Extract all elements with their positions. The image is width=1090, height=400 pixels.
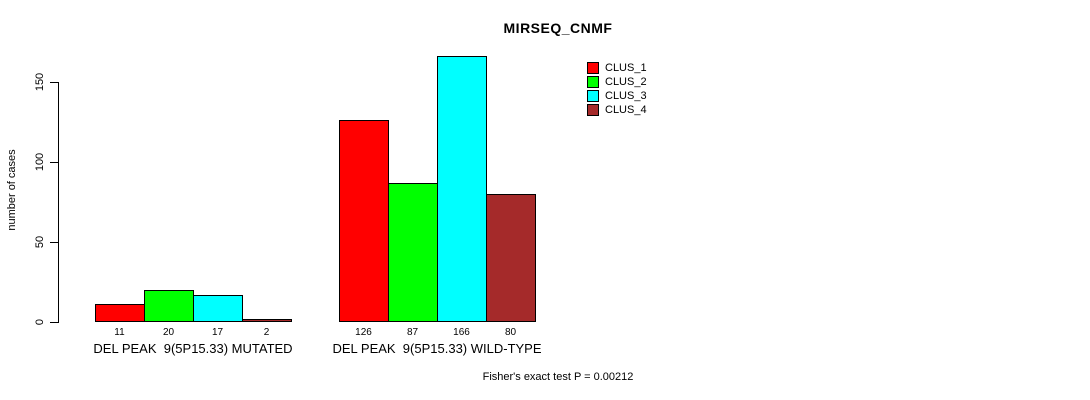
y-tick-label: 150: [34, 72, 46, 92]
bar-value-label: 80: [504, 327, 517, 338]
legend-item-clus_1: CLUS_1: [587, 61, 647, 75]
y-tick-label: 100: [34, 152, 46, 172]
y-tick-label: 0: [34, 318, 46, 326]
bar-clus_1-group1: [95, 304, 145, 322]
group-label: DEL PEAK 9(5P15.33) WILD-TYPE: [332, 341, 542, 356]
bar-value-label: 17: [211, 327, 224, 338]
group-label: DEL PEAK 9(5P15.33) MUTATED: [93, 341, 293, 356]
legend-item-clus_4: CLUS_4: [587, 103, 647, 117]
bar-value-label: 20: [162, 327, 175, 338]
y-axis-line: [58, 82, 59, 323]
annotation-fisher-test: Fisher's exact test P = 0.00212: [482, 371, 634, 383]
legend-label: CLUS_4: [605, 104, 647, 116]
legend-item-clus_2: CLUS_2: [587, 75, 647, 89]
bar-value-label: 11: [114, 327, 125, 338]
bar-clus_3-group2: [437, 56, 487, 322]
bar-value-label: 87: [406, 327, 419, 338]
legend-item-clus_3: CLUS_3: [587, 89, 647, 103]
legend: CLUS_1 CLUS_2 CLUS_3 CLUS_4: [587, 61, 647, 117]
bar-clus_4-group1: [242, 319, 292, 322]
bar-clus_1-group2: [339, 120, 389, 322]
bar-clus_2-group2: [388, 183, 438, 322]
y-tick-mark: [50, 82, 58, 83]
legend-swatch-icon: [587, 62, 599, 74]
legend-swatch-icon: [587, 104, 599, 116]
legend-label: CLUS_2: [605, 76, 647, 88]
bar-value-label: 126: [355, 327, 372, 338]
bar-clus_2-group1: [144, 290, 194, 322]
legend-label: CLUS_3: [605, 90, 647, 102]
y-tick-mark: [50, 242, 58, 243]
y-tick-label: 50: [34, 235, 46, 249]
y-axis-title: number of cases: [6, 149, 18, 231]
y-tick-mark: [50, 162, 58, 163]
legend-swatch-icon: [587, 76, 599, 88]
bar-clus_3-group1: [193, 295, 243, 322]
bar-clus_4-group2: [486, 194, 536, 322]
bar-value-label: 166: [453, 327, 470, 338]
bar-value-label: 2: [263, 327, 270, 338]
y-tick-mark: [50, 322, 58, 323]
legend-label: CLUS_1: [605, 62, 647, 74]
legend-swatch-icon: [587, 90, 599, 102]
chart-title: MIRSEQ_CNMF: [503, 20, 613, 36]
